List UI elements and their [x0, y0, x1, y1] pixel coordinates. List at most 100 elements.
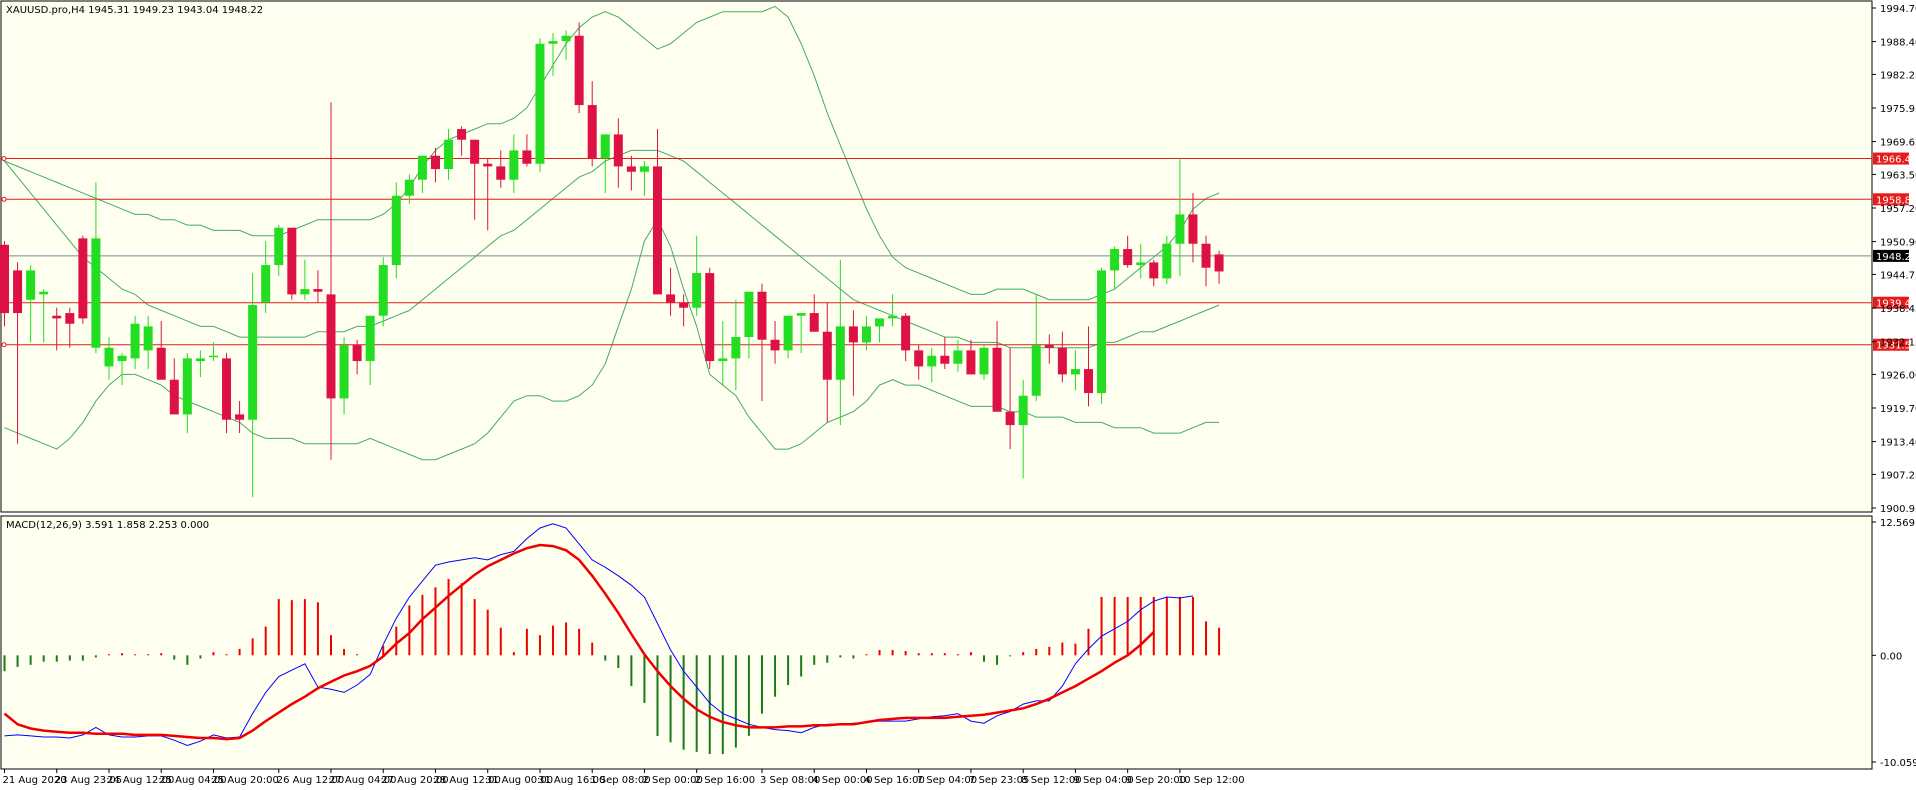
candle-body-bull — [535, 43, 545, 164]
candle-body-bear — [65, 313, 75, 324]
price-level-label: 1966.47 — [1876, 155, 1916, 166]
candle-body-bull — [639, 166, 649, 172]
candle-body-bear — [679, 302, 689, 308]
candle-body-bear — [1083, 369, 1093, 394]
time-tick-label: 4 Sep 00:00 — [812, 775, 872, 786]
candle-body-bear — [352, 345, 362, 362]
time-tick-label: 1 Sep 08:00 — [590, 775, 650, 786]
axes-layer: 1966.47 1958.83 1939.44 1931.56 1994.70 1988.… — [3, 4, 1916, 786]
time-tick-label: 9 Sep 20:00 — [1126, 775, 1186, 786]
time-tick-label: 21 Aug 2020 — [3, 775, 67, 786]
symbol-header: XAUUSD.pro,H4 1945.31 1949.23 1943.04 19… — [6, 5, 263, 16]
candle-body-bull — [339, 345, 349, 399]
candle-body-bull — [1175, 214, 1185, 244]
candle-body-bear — [483, 163, 493, 167]
candle-body-bull — [378, 265, 388, 316]
candle-body-bull — [1070, 369, 1080, 375]
candle-body-bear — [78, 238, 88, 319]
time-tick-label: 26 Aug 12:00 — [277, 775, 344, 786]
candle-body-bull — [1031, 345, 1041, 396]
candle-body-bear — [169, 379, 179, 415]
candle-body-bear — [52, 315, 62, 319]
time-tick-label: 25 Aug 04:00 — [159, 775, 226, 786]
time-tick-label: 9 Sep 04:00 — [1073, 775, 1133, 786]
price-tick-label: 1994.70 — [1880, 4, 1916, 15]
candle-body-bull — [888, 315, 898, 319]
time-tick-label: 2 Sep 00:00 — [642, 775, 702, 786]
price-level-marker — [1873, 152, 1909, 165]
macd-tick-label: -10.059 — [1880, 758, 1916, 769]
candle-body-bear — [626, 166, 636, 172]
price-layer — [0, 5, 1872, 498]
macd-panel[interactable] — [0, 515, 1873, 770]
candle-body-bear — [313, 289, 323, 292]
candle-body-bear — [326, 294, 336, 399]
candle-body-bull — [561, 35, 571, 42]
candle-body-bear — [666, 294, 676, 303]
candle-body-bear — [235, 414, 245, 420]
candle-body-bull — [444, 139, 454, 170]
price-level-anchor — [1, 156, 7, 162]
candle-body-bear — [992, 347, 1002, 412]
candle-body-bear — [574, 35, 584, 106]
price-tick-label: 1975.95 — [1880, 104, 1916, 115]
candle-body-bull — [300, 289, 310, 295]
candle-body-bull — [404, 179, 414, 196]
candle-body-bull — [1110, 249, 1120, 271]
time-tick-label: 28 Aug 12:00 — [433, 775, 500, 786]
candle-body-bull — [979, 347, 989, 375]
candle-body-bull — [875, 318, 885, 327]
candle-body-bull — [509, 150, 519, 180]
price-level-label: 1958.83 — [1876, 195, 1916, 206]
candle-body-bull — [1136, 262, 1146, 266]
candle-body-bear — [587, 105, 597, 159]
candle-body-bear — [13, 270, 23, 314]
candle-body-bear — [470, 139, 480, 164]
price-tick-label: 1913.40 — [1880, 438, 1916, 449]
candle-body-bull — [718, 358, 728, 362]
price-tick-label: 1919.70 — [1880, 404, 1916, 415]
macd-header: MACD(12,26,9) 3.591 1.858 2.253 0.000 — [6, 520, 209, 531]
macd-signal-line — [3, 543, 1155, 741]
candle-body-bear — [757, 291, 767, 340]
candle-body-bull — [953, 350, 963, 364]
candle-body-bear — [1044, 345, 1054, 348]
candle-body-bear — [1149, 262, 1159, 279]
candle-body-bull — [143, 326, 153, 351]
candle-body-bear — [1123, 249, 1133, 266]
macd-line — [4, 523, 1194, 747]
candle-body-bear — [522, 150, 532, 164]
candle-body-bull — [274, 227, 284, 266]
price-level-label: 1939.44 — [1876, 299, 1916, 310]
price-tick-label: 1926.00 — [1880, 370, 1916, 381]
time-tick-label: 27 Aug 20:00 — [381, 775, 448, 786]
price-tick-label: 1982.25 — [1880, 70, 1916, 81]
candle-body-bull — [104, 347, 114, 367]
macd-tick-label: 12.569 — [1880, 518, 1915, 529]
candle-body-bull — [391, 195, 401, 266]
time-tick-label: 3 Sep 08:00 — [760, 775, 820, 786]
time-tick-label: 31 Aug 00:00 — [486, 775, 553, 786]
price-tick-label: 1944.75 — [1880, 270, 1916, 281]
price-tick-label: 1957.20 — [1880, 204, 1916, 215]
candle-body-bear — [1005, 411, 1015, 426]
time-tick-label: 10 Sep 12:00 — [1178, 775, 1245, 786]
candle-body-bear — [0, 244, 9, 314]
candle-body-bear — [822, 331, 832, 380]
price-panel[interactable] — [0, 0, 1873, 513]
candle-body-bear — [1057, 347, 1067, 375]
candle-body-bear — [940, 355, 950, 364]
candle-body-bull — [1097, 270, 1107, 394]
candle-body-bear — [496, 166, 506, 180]
price-tick-label: 1907.25 — [1880, 470, 1916, 481]
candle-body-bear — [705, 273, 715, 362]
candle-body-bull — [195, 358, 205, 362]
candle-body-bear — [1188, 214, 1198, 244]
macd-tick-label: 0.00 — [1880, 651, 1902, 662]
bb-upper-line — [4, 5, 1220, 301]
candle-body-bear — [809, 313, 819, 332]
candle-body-bull — [26, 270, 36, 300]
time-tick-label: 23 Aug 23:05 — [55, 775, 122, 786]
